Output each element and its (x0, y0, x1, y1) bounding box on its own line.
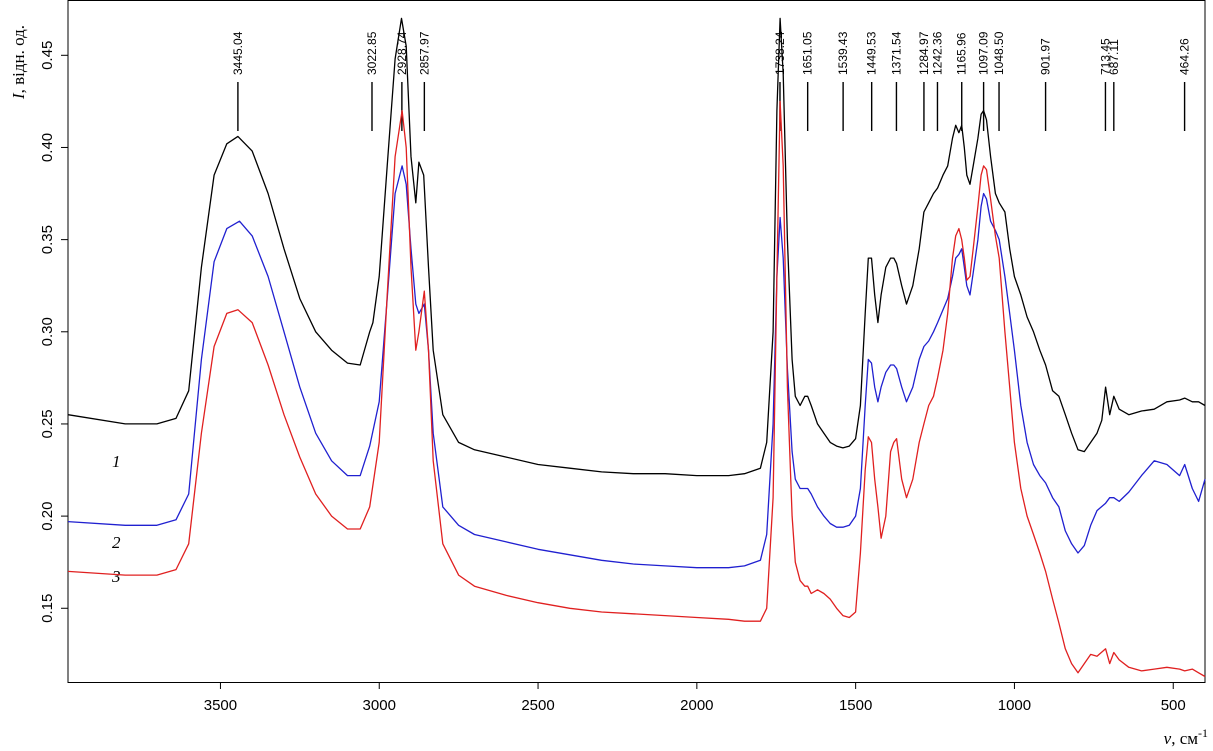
y-tick-label: 0.25 (39, 409, 56, 438)
y-axis-unit: , відн. од. (9, 25, 28, 93)
curve-labels: 1 2 3 (111, 452, 121, 586)
spectrum-line-2 (67, 165, 1206, 569)
y-axis-title: I, відн. од. (9, 25, 28, 100)
x-axis-unit: , см (1171, 729, 1198, 748)
svg-text:I, відн. од.: I, відн. од. (9, 25, 28, 100)
x-tick-label: 1500 (839, 697, 872, 714)
peak-label: 3445.04 (231, 31, 245, 75)
x-tick-label: 3500 (204, 697, 237, 714)
x-tick-label: 3000 (363, 697, 396, 714)
svg-text:ν, см-1: ν, см-1 (1164, 726, 1208, 748)
spectrum-line-1 (67, 17, 1206, 477)
peak-label: 3022.85 (365, 31, 379, 75)
y-axis-symbol: I (9, 92, 28, 100)
peak-label: 1284.97 (917, 31, 931, 75)
x-axis-unit-sup: -1 (1198, 726, 1208, 740)
y-tick-label: 0.20 (39, 502, 56, 531)
peak-label: 464.26 (1178, 38, 1192, 75)
y-tick-label: 0.40 (39, 133, 56, 162)
curve-label-2: 2 (112, 533, 121, 552)
y-tick-label: 0.45 (39, 41, 56, 70)
peak-label: 901.97 (1039, 38, 1053, 75)
peak-label: 1242.36 (930, 31, 944, 75)
peak-label: 687.11 (1107, 39, 1121, 75)
peak-label: 1449.53 (865, 31, 879, 75)
peak-label: 1539.43 (836, 31, 850, 75)
x-tick-label: 1000 (998, 697, 1031, 714)
x-tick-label: 2000 (680, 697, 713, 714)
spectrum-line-3 (67, 100, 1206, 678)
curve-label-3: 3 (111, 567, 121, 586)
peak-label: 1165.96 (955, 32, 969, 75)
y-tick-label: 0.15 (39, 594, 56, 623)
y-tick-label: 0.30 (39, 317, 56, 346)
peak-label: 1048.50 (992, 31, 1006, 75)
x-tick-label: 500 (1161, 697, 1186, 714)
peak-label: 1371.54 (889, 31, 903, 75)
x-axis-title: ν, см-1 (1164, 726, 1208, 748)
x-axis-symbol: ν (1164, 729, 1172, 748)
peak-label: 1097.09 (977, 31, 991, 75)
peak-label: 1738.24 (773, 31, 787, 75)
peak-label: 2857.97 (417, 31, 431, 75)
curve-label-1: 1 (112, 452, 121, 471)
plot-frame (67, 0, 1206, 683)
peak-label: 713.45 (1098, 38, 1112, 75)
peak-label: 1651.05 (801, 31, 815, 75)
y-tick-label: 0.35 (39, 225, 56, 254)
x-tick-label: 2500 (521, 697, 554, 714)
